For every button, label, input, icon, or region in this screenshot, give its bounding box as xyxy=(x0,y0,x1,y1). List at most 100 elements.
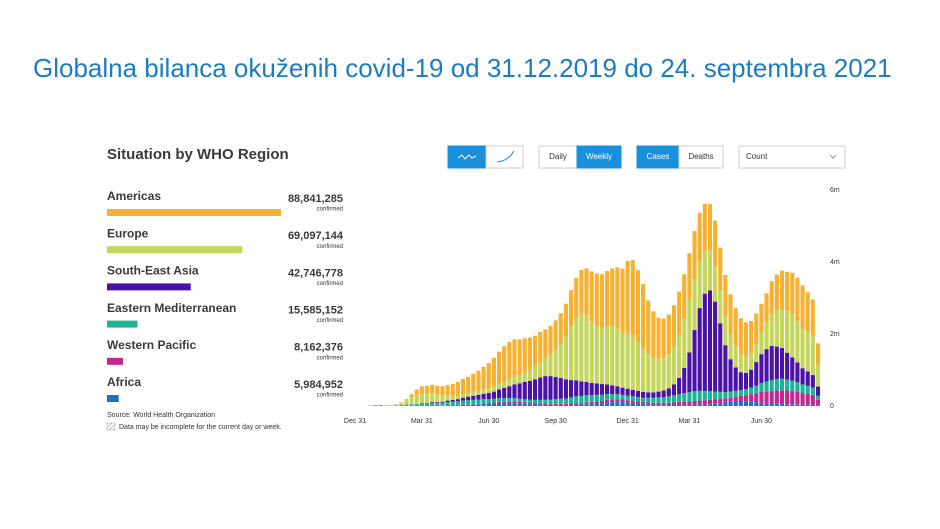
bar-segment xyxy=(754,313,759,345)
bar-segment xyxy=(815,364,821,387)
bar-segment xyxy=(522,403,527,406)
bar-segment xyxy=(635,403,641,406)
bar-segment xyxy=(430,402,435,403)
bar-segment xyxy=(702,404,707,406)
bar-segment xyxy=(687,253,692,301)
bar-segment xyxy=(656,391,661,398)
bar-segment xyxy=(527,402,532,405)
bar-segment xyxy=(409,394,414,397)
bar-segment xyxy=(404,400,409,405)
weekly-label[interactable]: Weekly xyxy=(586,152,612,161)
cases-label[interactable]: Cases xyxy=(647,152,670,161)
bar-segment xyxy=(728,397,733,402)
bar-segment xyxy=(476,399,481,404)
deaths-button[interactable] xyxy=(678,145,724,169)
bar-segment xyxy=(718,398,723,404)
bar-segment xyxy=(548,325,553,355)
bar-segment xyxy=(713,391,718,400)
bar-segment xyxy=(574,396,579,404)
x-tick-label: Dec 31 xyxy=(344,418,366,425)
x-tick-label: Mar 31 xyxy=(411,418,433,425)
region-total: 69,097,144 xyxy=(288,230,344,242)
bar-segment xyxy=(764,381,769,392)
bar-segment xyxy=(584,404,589,406)
bar-segment xyxy=(666,314,671,355)
bar-segment xyxy=(419,403,424,406)
bar-segment xyxy=(697,400,702,405)
bar-segment xyxy=(491,357,496,387)
bar-segment xyxy=(553,376,558,400)
bar-segment xyxy=(450,401,455,405)
bar-segment xyxy=(512,377,517,385)
bar-segment xyxy=(404,399,409,401)
bar-segment xyxy=(754,344,759,363)
bar-segment xyxy=(646,404,651,406)
bar-segment xyxy=(414,394,419,404)
bar-segment xyxy=(553,399,558,404)
bar-segment xyxy=(610,402,615,406)
bar-segment xyxy=(594,403,599,406)
bar-segment xyxy=(713,403,718,406)
bar-segment xyxy=(517,398,522,403)
bar-segment xyxy=(671,346,677,385)
region-name: Americas xyxy=(107,189,161,203)
bar-segment xyxy=(507,401,512,403)
cumulative-view-button[interactable] xyxy=(485,145,524,169)
bar-segment xyxy=(671,384,677,396)
bar-segment xyxy=(373,405,378,406)
bar-segment xyxy=(584,315,589,382)
region-name: South-East Asia xyxy=(107,264,199,278)
bar-segment xyxy=(605,394,610,400)
bar-segment xyxy=(682,367,687,394)
bar-segment xyxy=(677,377,682,395)
bar-segment xyxy=(774,390,779,404)
bar-segment xyxy=(790,272,795,315)
bar-segment xyxy=(605,271,610,327)
bar-segment xyxy=(733,367,738,391)
bar-segment xyxy=(697,390,702,401)
bar-segment xyxy=(563,379,568,399)
deaths-label[interactable]: Deaths xyxy=(688,152,713,161)
bar-segment xyxy=(486,363,491,389)
bar-segment xyxy=(759,332,764,355)
bar-segment xyxy=(630,400,635,403)
bar-segment xyxy=(605,326,610,385)
bar-segment xyxy=(682,401,687,405)
bar-segment xyxy=(594,325,599,384)
bar-segment xyxy=(532,404,538,406)
bar-segment xyxy=(754,402,759,406)
confirmed-label: confirmed xyxy=(317,207,343,213)
bar-segment xyxy=(553,349,558,377)
bar-segment xyxy=(579,403,584,405)
bar-segment xyxy=(795,404,800,406)
metric-dropdown[interactable] xyxy=(738,145,846,169)
bar-segment xyxy=(574,403,579,405)
bar-segment xyxy=(677,404,682,406)
bar-segment xyxy=(671,402,677,405)
bar-segment xyxy=(610,268,615,327)
metric-label[interactable]: Count xyxy=(746,152,768,161)
bar-segment xyxy=(445,400,450,403)
bar-segment xyxy=(687,404,692,406)
bar-segment xyxy=(641,348,646,392)
bar-segment xyxy=(466,404,471,406)
bar-segment xyxy=(532,379,538,400)
bar-segment xyxy=(460,397,466,401)
bar-segment xyxy=(522,402,527,404)
bar-segment xyxy=(548,399,553,404)
bar-segment xyxy=(625,395,630,401)
region-name: Western Pacific xyxy=(107,338,196,352)
daily-label[interactable]: Daily xyxy=(549,152,567,161)
bar-segment xyxy=(424,403,430,406)
bar-segment xyxy=(440,402,445,406)
bar-segment xyxy=(517,402,522,404)
bar-segment xyxy=(558,398,563,404)
weekly-button[interactable] xyxy=(576,145,622,169)
bar-segment xyxy=(569,380,574,398)
bar-segment xyxy=(579,395,584,404)
bar-segment xyxy=(589,271,594,322)
bar-segment xyxy=(435,394,440,403)
hatch-icon xyxy=(106,422,116,431)
bar-segment xyxy=(687,401,692,405)
